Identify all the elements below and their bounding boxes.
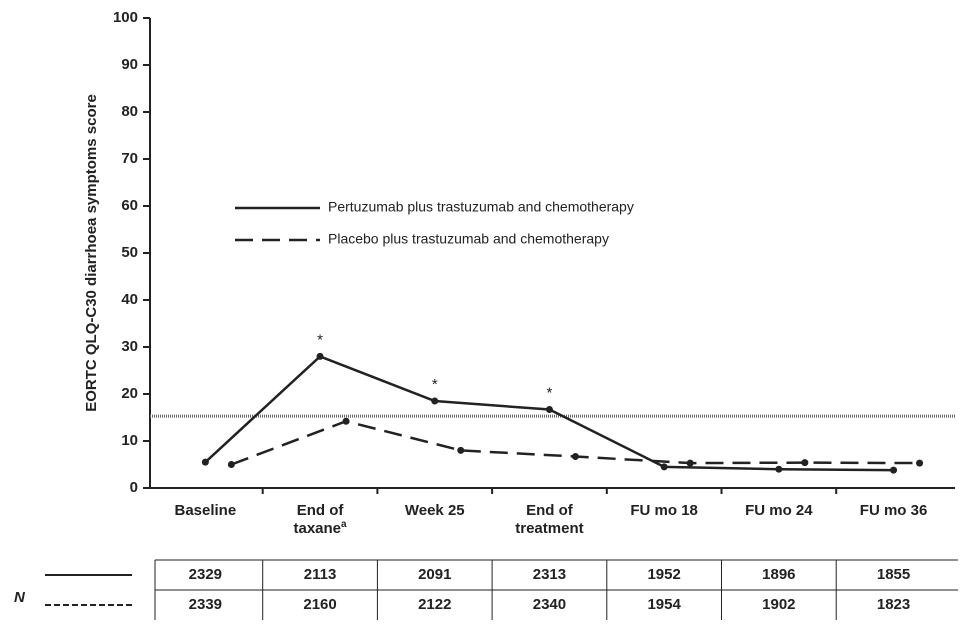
legend-label: Placebo plus trastuzumab and chemotherap… bbox=[328, 231, 609, 247]
table-cell: 2313 bbox=[533, 566, 566, 583]
category-text: End of treatment bbox=[515, 502, 584, 537]
y-tick-label: 30 bbox=[121, 338, 138, 355]
significance-marker: * bbox=[547, 384, 553, 401]
data-point bbox=[686, 459, 694, 467]
data-point bbox=[660, 463, 668, 471]
data-point bbox=[801, 459, 809, 467]
category-text: FU mo 18 bbox=[630, 502, 698, 519]
significance-marker: * bbox=[432, 376, 438, 393]
data-point bbox=[227, 461, 235, 468]
table-cell: 1855 bbox=[877, 566, 910, 583]
y-tick-label: 70 bbox=[121, 150, 138, 167]
table-cell: 2113 bbox=[304, 566, 337, 583]
x-tick-label: FU mo 18 bbox=[619, 502, 709, 520]
data-point bbox=[342, 417, 350, 425]
table-cell: 2329 bbox=[189, 566, 222, 583]
table-cell: 1902 bbox=[762, 596, 795, 613]
table-cell: 2340 bbox=[533, 596, 566, 613]
x-tick-label: Baseline bbox=[160, 502, 250, 520]
table-cell: 2091 bbox=[418, 566, 451, 583]
category-text: FU mo 24 bbox=[745, 502, 813, 519]
data-point bbox=[316, 352, 324, 360]
x-tick-label: End of treatment bbox=[504, 502, 594, 538]
x-tick-label: FU mo 24 bbox=[734, 502, 824, 520]
data-point bbox=[457, 446, 465, 454]
table-cell: 1954 bbox=[647, 596, 681, 613]
y-tick-label: 60 bbox=[121, 197, 138, 214]
y-tick-label: 80 bbox=[121, 103, 138, 120]
footnote-mark: a bbox=[341, 519, 347, 530]
y-tick-label: 90 bbox=[121, 56, 138, 73]
x-tick-label: Week 25 bbox=[390, 502, 480, 520]
table-cell: 1823 bbox=[877, 596, 910, 613]
table-cell: 2339 bbox=[189, 596, 222, 613]
y-axis-label: EORTC QLQ-C30 diarrhoea symptoms score bbox=[83, 94, 100, 412]
data-point bbox=[431, 397, 439, 405]
category-text: Baseline bbox=[174, 502, 237, 519]
legend-label: Pertuzumab plus trastuzumab and chemothe… bbox=[328, 199, 634, 215]
x-tick-label: End of taxanea bbox=[275, 502, 365, 538]
y-tick-label: 50 bbox=[121, 244, 138, 261]
x-tick-label: FU mo 36 bbox=[849, 502, 939, 520]
y-tick-label: 100 bbox=[113, 9, 138, 26]
y-tick-label: 20 bbox=[121, 385, 138, 402]
category-text: FU mo 36 bbox=[859, 502, 928, 519]
y-tick-label: 10 bbox=[121, 432, 138, 449]
y-tick-label: 0 bbox=[130, 479, 138, 496]
table-cell: 2122 bbox=[418, 596, 451, 613]
category-text: End of taxane bbox=[293, 502, 344, 537]
table-cell: 1896 bbox=[762, 566, 795, 583]
data-point bbox=[890, 466, 898, 474]
series-line bbox=[204, 354, 894, 472]
category-text: Week 25 bbox=[404, 502, 465, 519]
data-point bbox=[775, 465, 783, 473]
data-point bbox=[571, 453, 579, 461]
y-tick-label: 40 bbox=[121, 291, 138, 308]
data-point bbox=[545, 406, 553, 414]
table-cell: 2160 bbox=[303, 596, 336, 613]
data-point bbox=[201, 458, 209, 466]
table-label: N bbox=[14, 589, 26, 606]
table-cell: 1952 bbox=[647, 566, 680, 583]
data-point bbox=[916, 459, 924, 467]
significance-marker: * bbox=[317, 331, 323, 348]
